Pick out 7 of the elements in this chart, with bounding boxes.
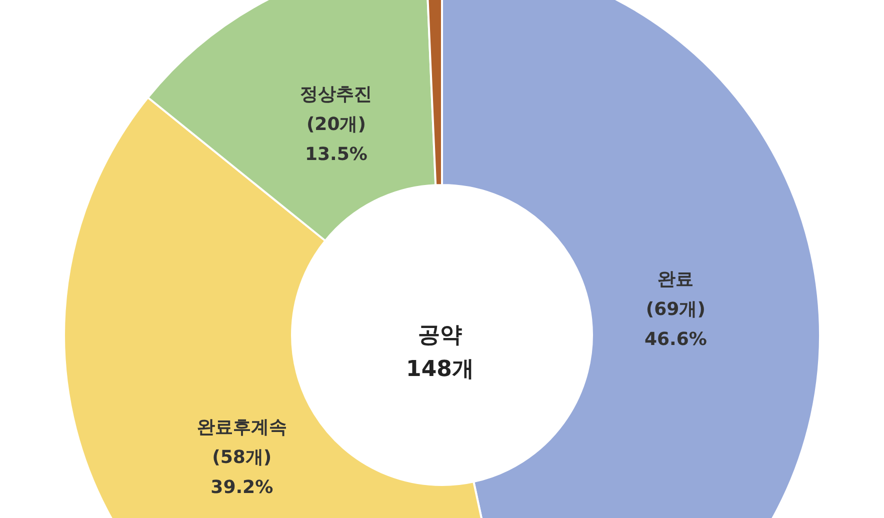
slice-label: 완료후계속 [196, 417, 287, 438]
slice-label: 완료 [658, 269, 694, 290]
data-label: (69개) 46.6% [644, 299, 707, 350]
slice-label: 정상추진 [300, 84, 372, 106]
data-label: (58개) 39.2% [210, 447, 274, 498]
text: 공약 148개 [406, 323, 474, 382]
data-label: (20개) 13.5% [304, 114, 368, 166]
